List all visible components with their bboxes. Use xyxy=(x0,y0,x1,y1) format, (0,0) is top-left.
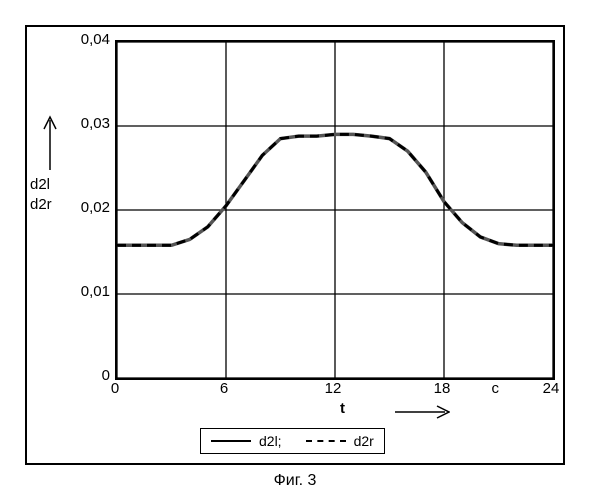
figure-container: 00,010,020,030,04 06121824 d2l d2r t c d… xyxy=(0,0,590,500)
x-tick-label: 24 xyxy=(536,380,566,397)
y-tick-label: 0,03 xyxy=(60,115,110,132)
y-axis-arrow-icon xyxy=(40,115,60,170)
legend-dashed-line-icon xyxy=(306,440,346,442)
x-tick-label: 6 xyxy=(209,380,239,397)
x-tick-label: 18 xyxy=(427,380,457,397)
x-axis-unit: c xyxy=(492,380,500,397)
legend-solid-line-icon xyxy=(211,440,251,442)
y-tick-label: 0,01 xyxy=(60,283,110,300)
legend-label-d2l: d2l; xyxy=(259,433,282,449)
x-tick-label: 0 xyxy=(100,380,130,397)
plot-area xyxy=(115,40,555,380)
y-axis-label-1: d2l xyxy=(30,175,52,195)
y-tick-label: 0,02 xyxy=(60,199,110,216)
figure-caption: Фиг. 3 xyxy=(0,472,590,490)
legend: d2l; d2r xyxy=(200,428,385,454)
x-axis-arrow-icon xyxy=(395,402,450,422)
y-axis-labels: d2l d2r xyxy=(30,175,52,214)
x-tick-label: 12 xyxy=(318,380,348,397)
y-axis-label-2: d2r xyxy=(30,195,52,215)
x-axis-label-text: t xyxy=(340,400,345,417)
legend-label-d2r: d2r xyxy=(354,433,374,449)
x-axis-label: t xyxy=(340,400,345,417)
plot-svg xyxy=(117,42,553,378)
y-tick-label: 0,04 xyxy=(60,31,110,48)
